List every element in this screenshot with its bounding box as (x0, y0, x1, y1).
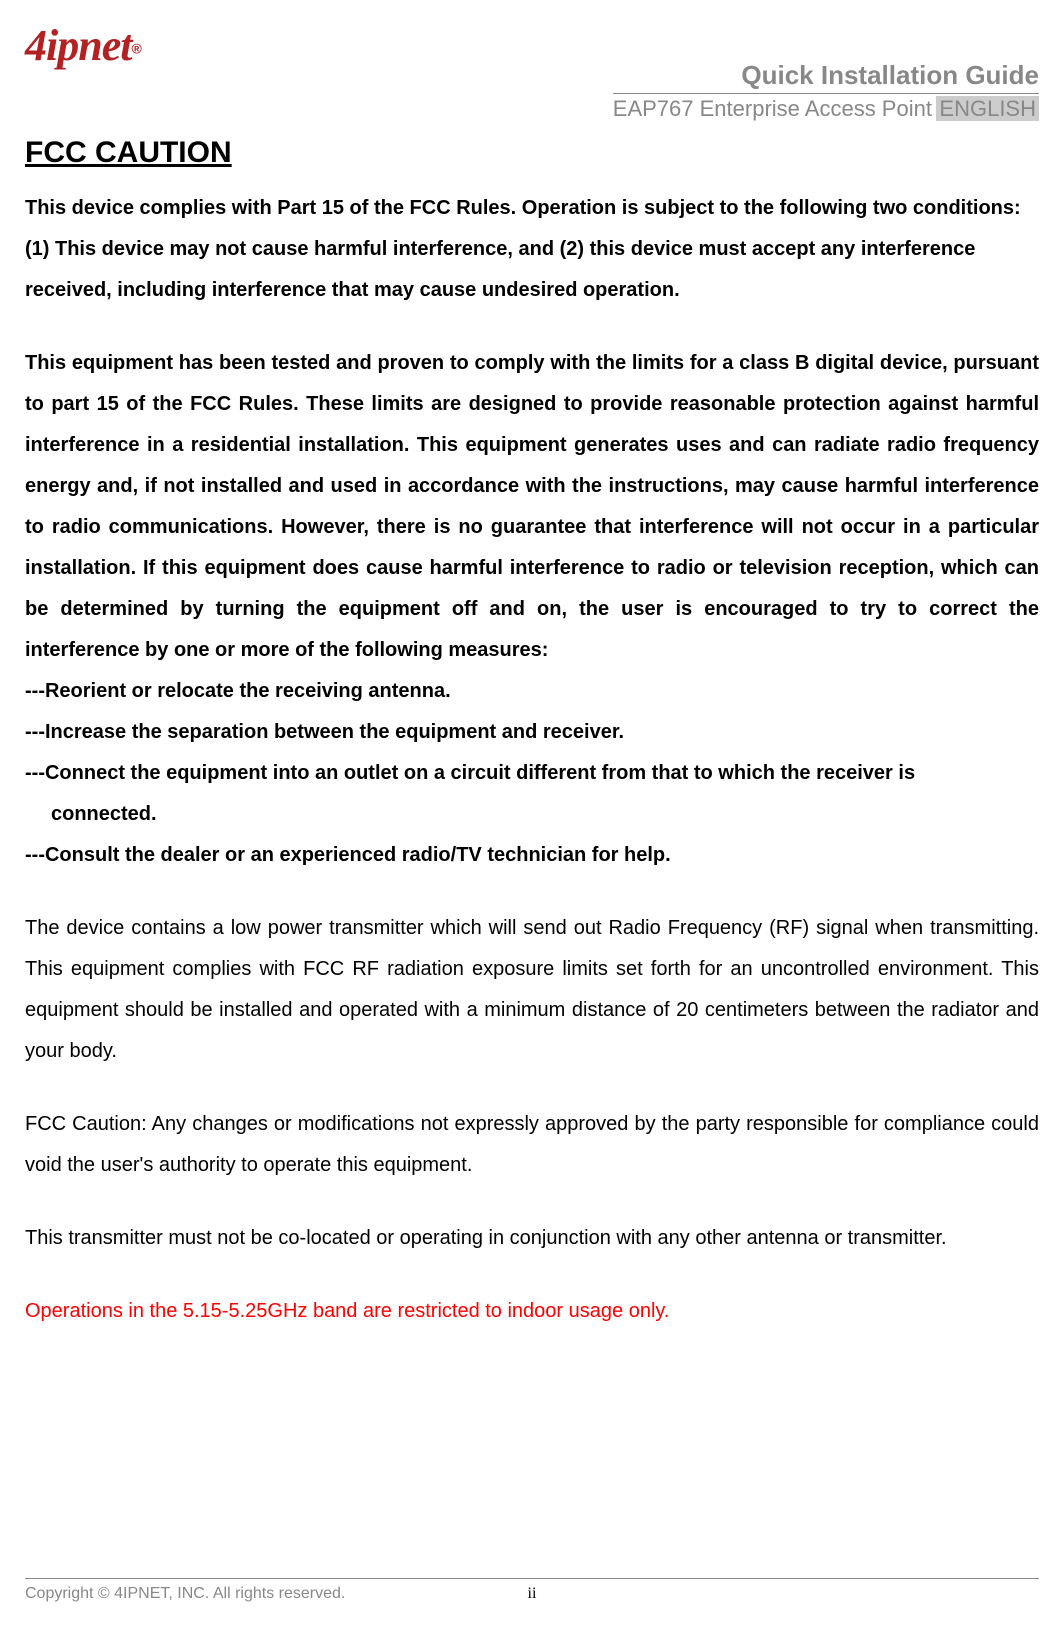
header-right: Quick Installation Guide EAP767 Enterpri… (613, 60, 1039, 122)
main-heading: FCC CAUTION (25, 136, 1039, 170)
testing-paragraph: This equipment has been tested and prove… (25, 343, 1039, 671)
product-name: EAP767 Enterprise Access Point (613, 96, 932, 121)
page-header: 4ipnet® Quick Installation Guide EAP767 … (25, 20, 1039, 118)
measure-outlet-line1: ---Connect the equipment into an outlet … (25, 753, 1039, 794)
measure-separation: ---Increase the separation between the e… (25, 712, 1039, 753)
measure-reorient: ---Reorient or relocate the receiving an… (25, 671, 1039, 712)
registered-mark: ® (131, 41, 141, 57)
guide-title: Quick Installation Guide (613, 60, 1039, 91)
fcc-caution-paragraph: FCC Caution: Any changes or modification… (25, 1104, 1039, 1186)
page-footer: Copyright © 4IPNET, INC. All rights rese… (25, 1578, 1039, 1603)
rf-exposure-paragraph: The device contains a low power transmit… (25, 908, 1039, 1072)
product-info: EAP767 Enterprise Access Point ENGLISH (613, 96, 1039, 122)
copyright-text: Copyright © 4IPNET, INC. All rights rese… (25, 1585, 345, 1603)
measure-consult: ---Consult the dealer or an experienced … (25, 835, 1039, 876)
page-number: ii (528, 1585, 537, 1603)
indoor-restriction-paragraph: Operations in the 5.15-5.25GHz band are … (25, 1291, 1039, 1332)
compliance-paragraph: This device complies with Part 15 of the… (25, 188, 1039, 311)
header-rule (613, 93, 1039, 94)
measure-outlet-line2: connected. (25, 794, 1039, 835)
language-badge: ENGLISH (936, 96, 1039, 121)
content: FCC CAUTION This device complies with Pa… (25, 118, 1039, 1332)
colocation-paragraph: This transmitter must not be co-located … (25, 1218, 1039, 1259)
brand-name: 4ipnet (25, 21, 131, 70)
brand-logo: 4ipnet® (25, 20, 142, 71)
